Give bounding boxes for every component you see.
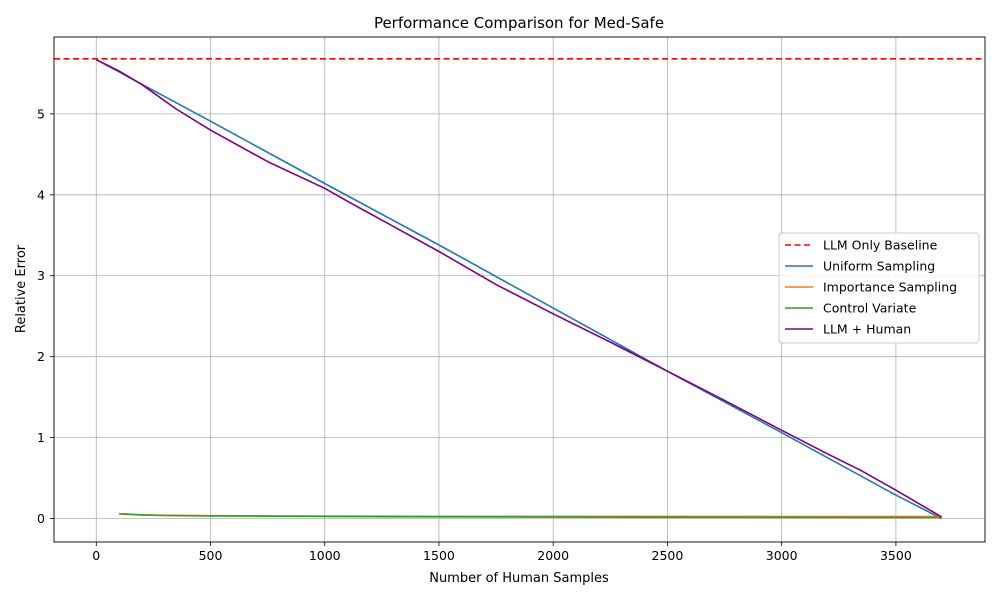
series-line-control-variate <box>119 512 942 519</box>
y-tick-label: 4 <box>37 187 45 202</box>
y-tick-label: 5 <box>37 106 45 121</box>
grid <box>54 37 985 542</box>
y-tick-label: 0 <box>37 511 45 526</box>
y-tick-label: 2 <box>37 349 45 364</box>
y-tick-label: 3 <box>37 268 45 283</box>
plot-frame <box>53 36 986 543</box>
x-tick-label: 500 <box>199 548 223 563</box>
legend-entry: Control Variate <box>823 301 917 316</box>
ticks: 0 500 1000 1500 2000 2500 3000 3500 0 1 2 3 4 5 <box>37 106 912 563</box>
series-group <box>54 58 985 520</box>
chart-title: Performance Comparison for Med-Safe <box>374 14 664 32</box>
y-axis-label: Relative Error <box>14 244 29 333</box>
series-line-llm-human <box>95 58 943 518</box>
x-axis-label: Number of Human Samples <box>429 571 609 586</box>
x-tick-label: 2500 <box>652 548 684 563</box>
series-line-uniform-sampling <box>95 58 942 520</box>
legend-box <box>778 232 980 344</box>
legend-entry: Uniform Sampling <box>823 259 935 274</box>
x-tick-label: 2000 <box>537 548 569 563</box>
x-tick-label: 0 <box>92 548 100 563</box>
x-tick-label: 1500 <box>423 548 455 563</box>
y-tick-label: 1 <box>37 430 45 445</box>
x-tick-label: 3000 <box>766 548 798 563</box>
legend-entry: Importance Sampling <box>823 280 957 295</box>
x-tick-label: 3500 <box>880 548 912 563</box>
x-tick-label: 1000 <box>309 548 341 563</box>
legend-entry: LLM Only Baseline <box>823 238 938 253</box>
legend-entry: LLM + Human <box>823 322 911 337</box>
legend: LLM Only Baseline Uniform Sampling Importa… <box>778 232 980 344</box>
